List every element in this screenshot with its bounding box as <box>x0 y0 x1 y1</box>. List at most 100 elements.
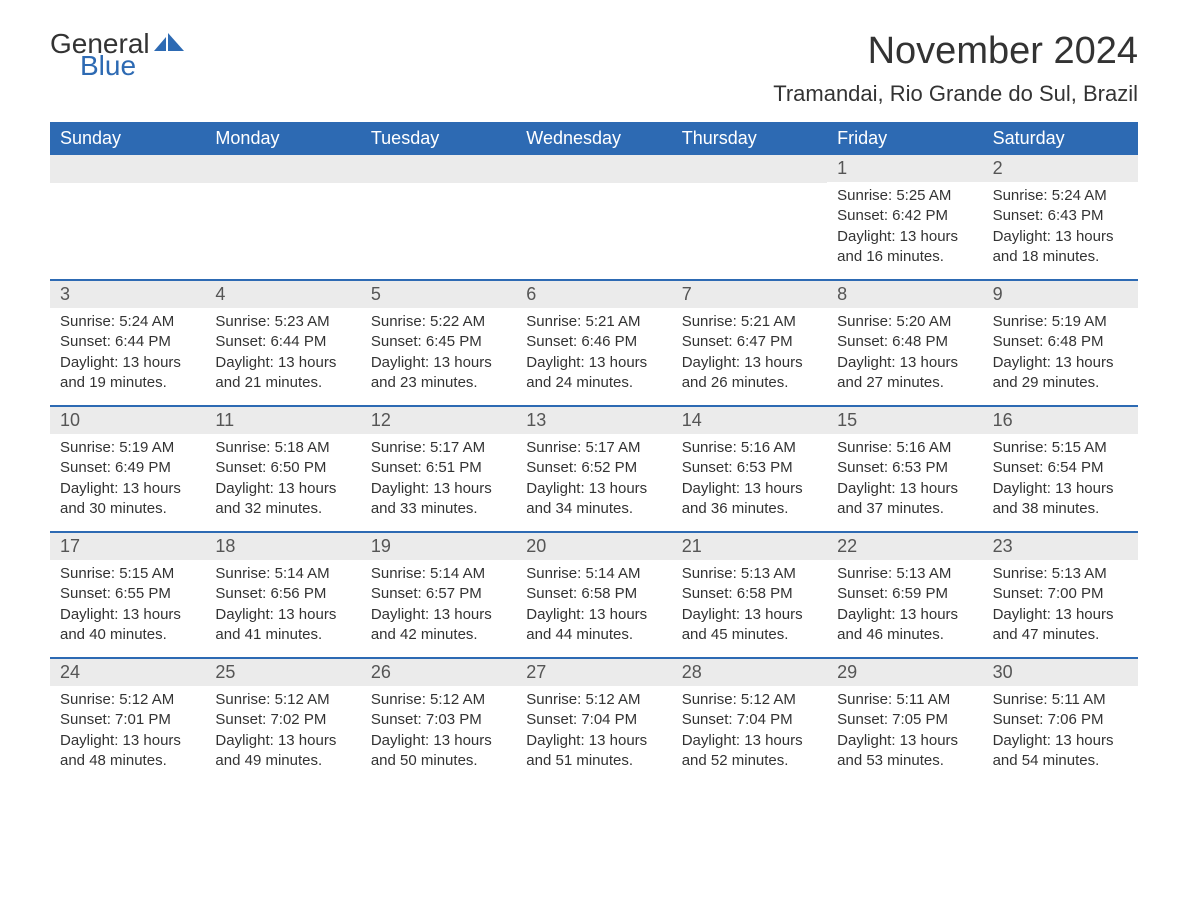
title-block: November 2024 Tramandai, Rio Grande do S… <box>773 30 1138 107</box>
day-content: Sunrise: 5:12 AMSunset: 7:01 PMDaylight:… <box>50 686 205 783</box>
day-cell: 7Sunrise: 5:21 AMSunset: 6:47 PMDaylight… <box>672 281 827 405</box>
daylight-text: Daylight: 13 hours and 27 minutes. <box>837 353 972 394</box>
sunrise-text: Sunrise: 5:14 AM <box>526 564 661 584</box>
sunrise-text: Sunrise: 5:15 AM <box>60 564 195 584</box>
day-content: Sunrise: 5:22 AMSunset: 6:45 PMDaylight:… <box>361 308 516 405</box>
day-number: 5 <box>361 281 516 308</box>
day-content: Sunrise: 5:17 AMSunset: 6:52 PMDaylight:… <box>516 434 671 531</box>
sunset-text: Sunset: 6:58 PM <box>526 584 661 604</box>
day-number: 30 <box>983 659 1138 686</box>
day-content: Sunrise: 5:12 AMSunset: 7:04 PMDaylight:… <box>672 686 827 783</box>
daylight-text: Daylight: 13 hours and 54 minutes. <box>993 731 1128 772</box>
sunrise-text: Sunrise: 5:13 AM <box>993 564 1128 584</box>
weekday-header: Tuesday <box>361 122 516 155</box>
day-content: Sunrise: 5:13 AMSunset: 6:58 PMDaylight:… <box>672 560 827 657</box>
day-content: Sunrise: 5:24 AMSunset: 6:44 PMDaylight:… <box>50 308 205 405</box>
sunrise-text: Sunrise: 5:24 AM <box>993 186 1128 206</box>
sunrise-text: Sunrise: 5:11 AM <box>837 690 972 710</box>
daylight-text: Daylight: 13 hours and 24 minutes. <box>526 353 661 394</box>
weeks-container: 1Sunrise: 5:25 AMSunset: 6:42 PMDaylight… <box>50 155 1138 783</box>
sunrise-text: Sunrise: 5:21 AM <box>682 312 817 332</box>
sunset-text: Sunset: 6:58 PM <box>682 584 817 604</box>
day-content: Sunrise: 5:21 AMSunset: 6:46 PMDaylight:… <box>516 308 671 405</box>
day-content: Sunrise: 5:14 AMSunset: 6:56 PMDaylight:… <box>205 560 360 657</box>
sunrise-text: Sunrise: 5:19 AM <box>993 312 1128 332</box>
day-cell: 30Sunrise: 5:11 AMSunset: 7:06 PMDayligh… <box>983 659 1138 783</box>
sunset-text: Sunset: 7:00 PM <box>993 584 1128 604</box>
day-cell: 2Sunrise: 5:24 AMSunset: 6:43 PMDaylight… <box>983 155 1138 279</box>
sunset-text: Sunset: 6:57 PM <box>371 584 506 604</box>
day-cell <box>516 155 671 279</box>
day-cell: 11Sunrise: 5:18 AMSunset: 6:50 PMDayligh… <box>205 407 360 531</box>
weekday-header: Sunday <box>50 122 205 155</box>
sunrise-text: Sunrise: 5:14 AM <box>371 564 506 584</box>
daylight-text: Daylight: 13 hours and 47 minutes. <box>993 605 1128 646</box>
sunset-text: Sunset: 6:51 PM <box>371 458 506 478</box>
sunset-text: Sunset: 6:52 PM <box>526 458 661 478</box>
day-cell: 6Sunrise: 5:21 AMSunset: 6:46 PMDaylight… <box>516 281 671 405</box>
sunrise-text: Sunrise: 5:12 AM <box>60 690 195 710</box>
daylight-text: Daylight: 13 hours and 23 minutes. <box>371 353 506 394</box>
day-number <box>205 155 360 183</box>
day-cell: 15Sunrise: 5:16 AMSunset: 6:53 PMDayligh… <box>827 407 982 531</box>
day-number: 7 <box>672 281 827 308</box>
day-cell <box>361 155 516 279</box>
sunset-text: Sunset: 6:44 PM <box>60 332 195 352</box>
sunset-text: Sunset: 7:03 PM <box>371 710 506 730</box>
day-cell: 10Sunrise: 5:19 AMSunset: 6:49 PMDayligh… <box>50 407 205 531</box>
day-number: 27 <box>516 659 671 686</box>
day-number: 29 <box>827 659 982 686</box>
daylight-text: Daylight: 13 hours and 51 minutes. <box>526 731 661 772</box>
sunset-text: Sunset: 6:59 PM <box>837 584 972 604</box>
day-content: Sunrise: 5:12 AMSunset: 7:02 PMDaylight:… <box>205 686 360 783</box>
day-number: 26 <box>361 659 516 686</box>
day-number: 10 <box>50 407 205 434</box>
sunrise-text: Sunrise: 5:14 AM <box>215 564 350 584</box>
day-cell: 4Sunrise: 5:23 AMSunset: 6:44 PMDaylight… <box>205 281 360 405</box>
sunrise-text: Sunrise: 5:23 AM <box>215 312 350 332</box>
daylight-text: Daylight: 13 hours and 48 minutes. <box>60 731 195 772</box>
day-content: Sunrise: 5:21 AMSunset: 6:47 PMDaylight:… <box>672 308 827 405</box>
day-cell: 9Sunrise: 5:19 AMSunset: 6:48 PMDaylight… <box>983 281 1138 405</box>
day-number: 6 <box>516 281 671 308</box>
day-cell: 12Sunrise: 5:17 AMSunset: 6:51 PMDayligh… <box>361 407 516 531</box>
daylight-text: Daylight: 13 hours and 36 minutes. <box>682 479 817 520</box>
sunrise-text: Sunrise: 5:13 AM <box>682 564 817 584</box>
day-number: 15 <box>827 407 982 434</box>
day-number: 4 <box>205 281 360 308</box>
sunrise-text: Sunrise: 5:17 AM <box>526 438 661 458</box>
sunset-text: Sunset: 7:04 PM <box>526 710 661 730</box>
calendar: Sunday Monday Tuesday Wednesday Thursday… <box>50 122 1138 783</box>
day-content: Sunrise: 5:11 AMSunset: 7:06 PMDaylight:… <box>983 686 1138 783</box>
day-number: 24 <box>50 659 205 686</box>
day-number: 18 <box>205 533 360 560</box>
day-content: Sunrise: 5:19 AMSunset: 6:49 PMDaylight:… <box>50 434 205 531</box>
sunset-text: Sunset: 6:48 PM <box>837 332 972 352</box>
day-number: 12 <box>361 407 516 434</box>
day-content: Sunrise: 5:12 AMSunset: 7:04 PMDaylight:… <box>516 686 671 783</box>
daylight-text: Daylight: 13 hours and 46 minutes. <box>837 605 972 646</box>
sunrise-text: Sunrise: 5:21 AM <box>526 312 661 332</box>
day-cell: 28Sunrise: 5:12 AMSunset: 7:04 PMDayligh… <box>672 659 827 783</box>
day-cell: 29Sunrise: 5:11 AMSunset: 7:05 PMDayligh… <box>827 659 982 783</box>
sunset-text: Sunset: 6:42 PM <box>837 206 972 226</box>
day-content: Sunrise: 5:13 AMSunset: 6:59 PMDaylight:… <box>827 560 982 657</box>
daylight-text: Daylight: 13 hours and 40 minutes. <box>60 605 195 646</box>
day-number: 20 <box>516 533 671 560</box>
sunset-text: Sunset: 6:55 PM <box>60 584 195 604</box>
sunrise-text: Sunrise: 5:12 AM <box>526 690 661 710</box>
daylight-text: Daylight: 13 hours and 18 minutes. <box>993 227 1128 268</box>
sunrise-text: Sunrise: 5:20 AM <box>837 312 972 332</box>
daylight-text: Daylight: 13 hours and 37 minutes. <box>837 479 972 520</box>
daylight-text: Daylight: 13 hours and 49 minutes. <box>215 731 350 772</box>
day-content: Sunrise: 5:14 AMSunset: 6:58 PMDaylight:… <box>516 560 671 657</box>
daylight-text: Daylight: 13 hours and 19 minutes. <box>60 353 195 394</box>
day-number: 13 <box>516 407 671 434</box>
day-number: 23 <box>983 533 1138 560</box>
sunrise-text: Sunrise: 5:22 AM <box>371 312 506 332</box>
week-row: 24Sunrise: 5:12 AMSunset: 7:01 PMDayligh… <box>50 657 1138 783</box>
day-cell: 16Sunrise: 5:15 AMSunset: 6:54 PMDayligh… <box>983 407 1138 531</box>
day-content: Sunrise: 5:16 AMSunset: 6:53 PMDaylight:… <box>672 434 827 531</box>
day-number: 19 <box>361 533 516 560</box>
day-number: 2 <box>983 155 1138 182</box>
